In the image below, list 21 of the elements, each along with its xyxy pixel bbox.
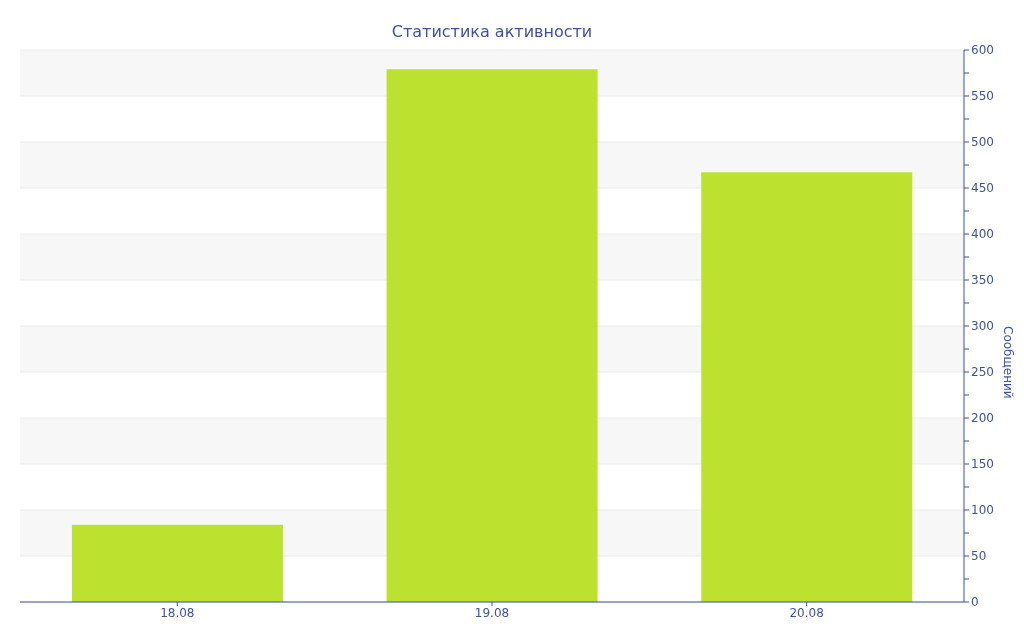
y-axis-title: Сообщений	[1000, 326, 1015, 399]
y-tick-label: 400	[971, 227, 994, 242]
bar	[386, 69, 598, 602]
bar	[71, 524, 283, 602]
y-tick-label: 450	[971, 181, 994, 196]
y-tick-label: 150	[971, 457, 994, 472]
x-tick-label: 18.08	[160, 605, 195, 620]
y-tick-label: 550	[971, 89, 994, 104]
y-tick-label: 50	[971, 549, 987, 564]
y-tick-label: 500	[971, 135, 994, 150]
x-tick-label: 20.08	[789, 605, 824, 620]
y-tick-label: 300	[971, 319, 994, 334]
y-tick-label: 200	[971, 411, 994, 426]
y-tick-label: 600	[971, 43, 994, 58]
y-tick-label: 250	[971, 365, 994, 380]
y-tick-label: 0	[971, 595, 979, 610]
x-tick-label: 19.08	[474, 605, 510, 620]
y-tick-label: 350	[971, 273, 994, 288]
bar	[701, 172, 913, 602]
y-tick-label: 100	[971, 503, 994, 518]
chart-title: Статистика активности	[390, 22, 594, 41]
